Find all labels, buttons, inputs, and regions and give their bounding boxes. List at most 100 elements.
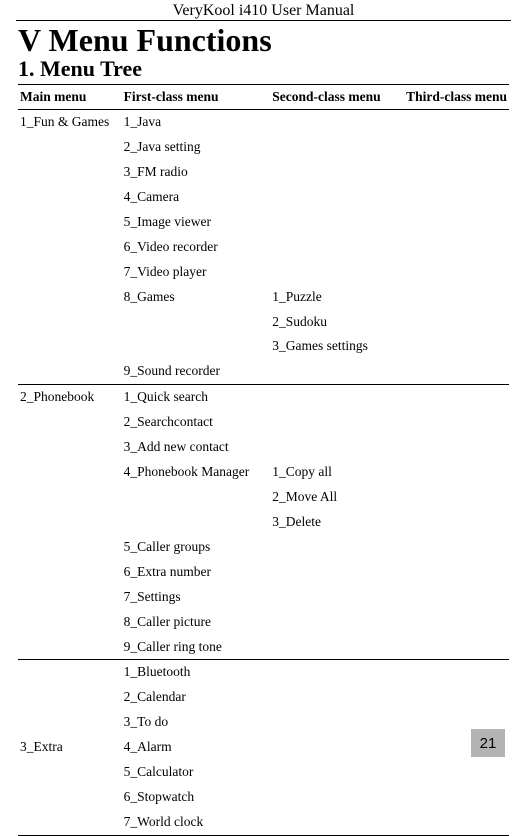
cell-second xyxy=(270,160,404,185)
cell-main xyxy=(18,785,122,810)
cell-main xyxy=(18,635,122,660)
table-row: 9_Caller ring tone xyxy=(18,635,509,660)
cell-first: 1_Bluetooth xyxy=(122,660,271,685)
cell-main xyxy=(18,285,122,310)
table-row: 3_FM radio xyxy=(18,160,509,185)
table-row: 6_Extra number xyxy=(18,560,509,585)
cell-third xyxy=(404,435,509,460)
cell-main xyxy=(18,610,122,635)
cell-first xyxy=(122,310,271,335)
cell-third xyxy=(404,385,509,410)
cell-main xyxy=(18,560,122,585)
cell-main xyxy=(18,660,122,685)
cell-main xyxy=(18,160,122,185)
table-row: 2_Move All xyxy=(18,485,509,510)
cell-second xyxy=(270,110,404,135)
cell-third xyxy=(404,760,509,785)
doc-header: VeryKool i410 User Manual xyxy=(16,0,511,21)
cell-main xyxy=(18,359,122,384)
cell-main xyxy=(18,410,122,435)
cell-main xyxy=(18,810,122,835)
section-title: 1. Menu Tree xyxy=(18,56,509,82)
cell-main xyxy=(18,185,122,210)
table-row: 7_World clock xyxy=(18,810,509,835)
cell-first: 6_Video recorder xyxy=(122,235,271,260)
cell-second: 2_Move All xyxy=(270,485,404,510)
cell-third xyxy=(404,285,509,310)
cell-first: 9_Sound recorder xyxy=(122,359,271,384)
page-number: 21 xyxy=(471,729,505,757)
cell-second xyxy=(270,760,404,785)
cell-main xyxy=(18,535,122,560)
cell-first: 1_Quick search xyxy=(122,385,271,410)
table-row: 7_Video player xyxy=(18,260,509,285)
cell-main xyxy=(18,760,122,785)
cell-main xyxy=(18,334,122,359)
cell-third xyxy=(404,610,509,635)
cell-third xyxy=(404,810,509,835)
cell-first: 2_Java setting xyxy=(122,135,271,160)
cell-second xyxy=(270,635,404,660)
cell-second xyxy=(270,585,404,610)
cell-first: 5_Caller groups xyxy=(122,535,271,560)
th-first: First-class menu xyxy=(122,85,271,110)
cell-first xyxy=(122,510,271,535)
cell-third xyxy=(404,160,509,185)
cell-second: 1_Puzzle xyxy=(270,285,404,310)
table-row: 9_Sound recorder xyxy=(18,359,509,384)
cell-main xyxy=(18,585,122,610)
cell-main xyxy=(18,460,122,485)
cell-third xyxy=(404,410,509,435)
table-row: 2_Java setting xyxy=(18,135,509,160)
table-row: 4_Phonebook Manager1_Copy all xyxy=(18,460,509,485)
cell-third xyxy=(404,235,509,260)
cell-second xyxy=(270,660,404,685)
table-row: 8_Caller picture xyxy=(18,610,509,635)
table-row: 7_Settings xyxy=(18,585,509,610)
cell-second xyxy=(270,185,404,210)
cell-main xyxy=(18,310,122,335)
cell-second xyxy=(270,235,404,260)
cell-first xyxy=(122,334,271,359)
cell-third xyxy=(404,210,509,235)
cell-second: 1_Copy all xyxy=(270,460,404,485)
table-row: 6_Stopwatch xyxy=(18,785,509,810)
cell-first: 9_Caller ring tone xyxy=(122,635,271,660)
cell-main xyxy=(18,435,122,460)
cell-second xyxy=(270,210,404,235)
cell-second xyxy=(270,560,404,585)
cell-third xyxy=(404,535,509,560)
cell-main xyxy=(18,135,122,160)
cell-third xyxy=(404,485,509,510)
cell-first: 1_Java xyxy=(122,110,271,135)
cell-main: 2_Phonebook xyxy=(18,385,122,410)
cell-first: 4_Camera xyxy=(122,185,271,210)
cell-third xyxy=(404,635,509,660)
cell-first: 8_Games xyxy=(122,285,271,310)
th-third: Third-class menu xyxy=(404,85,509,110)
cell-first: 3_Add new contact xyxy=(122,435,271,460)
cell-third xyxy=(404,660,509,685)
cell-second: 2_Sudoku xyxy=(270,310,404,335)
cell-main xyxy=(18,685,122,710)
cell-second xyxy=(270,385,404,410)
table-row: 3_Add new contact xyxy=(18,435,509,460)
table-row: 5_Image viewer xyxy=(18,210,509,235)
cell-third xyxy=(404,310,509,335)
cell-second xyxy=(270,710,404,735)
cell-first: 5_Image viewer xyxy=(122,210,271,235)
cell-main xyxy=(18,485,122,510)
table-row: 4_Camera xyxy=(18,185,509,210)
table-row: 2_Phonebook1_Quick search xyxy=(18,385,509,410)
cell-second xyxy=(270,610,404,635)
cell-second: 3_Games settings xyxy=(270,334,404,359)
cell-third xyxy=(404,560,509,585)
cell-third xyxy=(404,260,509,285)
cell-third xyxy=(404,785,509,810)
table-row: 3_Extra4_Alarm xyxy=(18,735,509,760)
cell-first: 7_Settings xyxy=(122,585,271,610)
cell-second xyxy=(270,535,404,560)
cell-third xyxy=(404,585,509,610)
cell-main xyxy=(18,210,122,235)
table-row: 6_Video recorder xyxy=(18,235,509,260)
